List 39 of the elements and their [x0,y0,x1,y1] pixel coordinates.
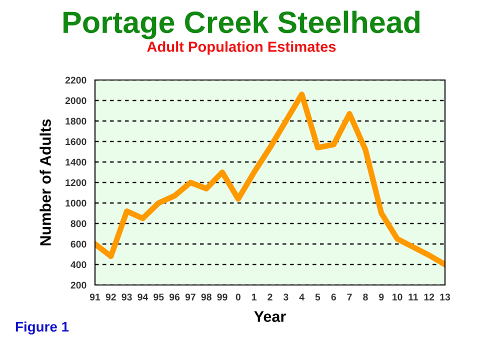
y-tick-label: 200 [70,282,86,289]
y-tick-label: 1000 [66,200,86,207]
x-tick-label: 99 [217,294,228,300]
x-tick-label: 2 [268,294,272,300]
x-tick-label: 9 [379,294,384,300]
x-tick-label: 7 [347,294,352,300]
y-axis-title: Number of Adults [40,119,51,246]
y-tick-label: 400 [70,261,86,268]
x-tick-label: 1 [252,294,257,300]
chart-title: Portage Creek Steelhead [64,10,420,40]
x-tick-label: 94 [138,294,148,300]
x-tick-label: 4 [299,294,304,300]
x-tick-label: 93 [122,294,132,300]
y-tick-label: 1800 [66,118,86,125]
x-tick-label: 97 [185,294,196,300]
x-tick-label: 13 [440,294,450,300]
x-tick-label: 10 [392,294,402,300]
y-tick-label: 600 [70,240,86,248]
y-tick-label: 2000 [65,97,86,104]
caption: Figure 1 [16,321,69,335]
x-tick-label: 98 [201,294,212,300]
y-tick-label: 1600 [66,138,86,146]
x-tick-label: 92 [106,294,116,300]
y-tick-label: 1400 [66,158,86,166]
x-tick-label: 96 [169,294,180,300]
x-tick-label: 91 [90,294,100,300]
x-tick-label: 12 [424,294,434,300]
x-axis-title: Year [254,311,286,322]
x-tick-label: 11 [408,294,418,300]
x-tick-label: 3 [283,294,288,300]
y-tick-label: 1200 [66,179,86,186]
x-tick-label: 6 [331,294,336,300]
chart-subtitle: Adult Population Estimates [147,41,336,55]
x-tick-label: 95 [154,294,164,300]
x-tick-label: 5 [315,294,320,300]
x-tick-label: 0 [236,294,240,300]
x-tick-label: 8 [363,294,368,300]
y-tick-label: 2200 [65,76,86,84]
y-tick-label: 800 [70,220,86,228]
